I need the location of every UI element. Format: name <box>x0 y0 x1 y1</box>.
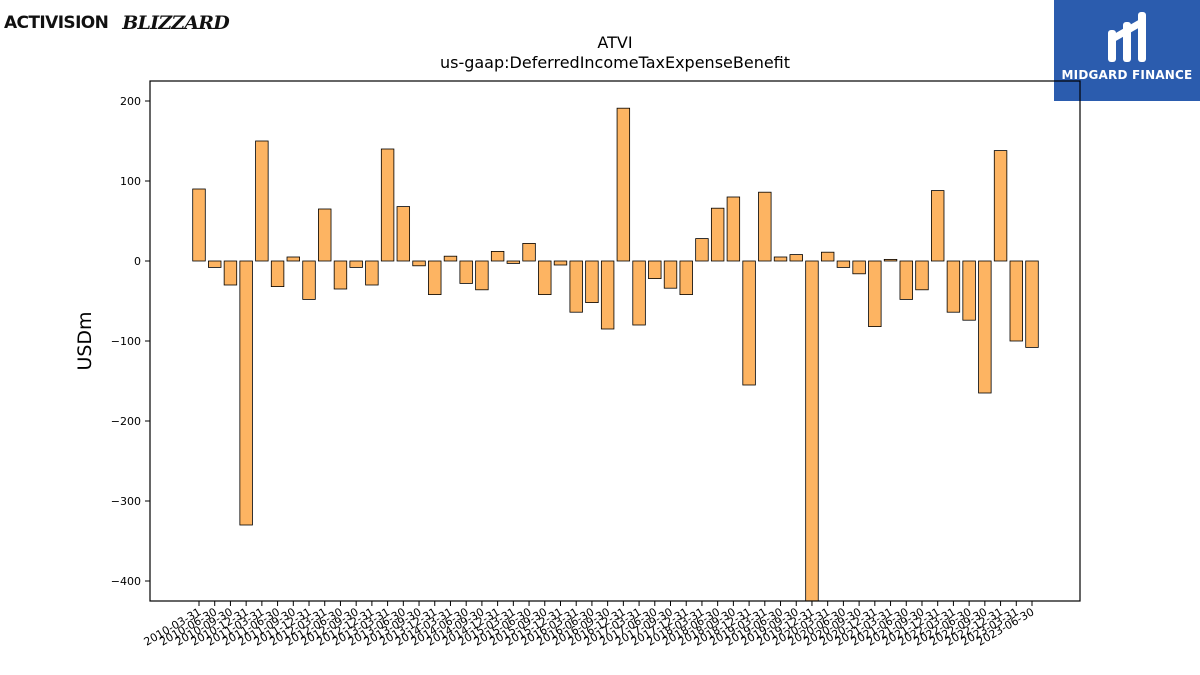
bar <box>459 260 473 284</box>
bar <box>538 260 552 295</box>
bar <box>883 258 898 262</box>
y-tick-label: −200 <box>111 415 141 428</box>
bar <box>302 260 316 300</box>
bar <box>805 260 819 602</box>
bar <box>742 260 756 386</box>
bar <box>475 260 489 291</box>
bar <box>412 260 426 267</box>
bar <box>632 260 646 326</box>
bar <box>286 256 300 262</box>
bar <box>726 196 741 262</box>
bar <box>915 260 929 291</box>
bar <box>208 260 222 268</box>
bar <box>852 260 866 275</box>
blizzard-wordmark: BLIZZARD <box>122 12 229 34</box>
y-tick-label: 100 <box>120 175 141 188</box>
bar-series <box>192 107 1039 602</box>
y-tick-label: −400 <box>111 575 141 588</box>
bar <box>365 260 379 286</box>
y-tick-label: 0 <box>134 255 141 268</box>
midgard-finance-wordmark: MIDGARD FINANCE <box>1061 68 1193 82</box>
bar <box>648 260 662 280</box>
bar <box>899 260 913 300</box>
bar <box>931 190 945 262</box>
bar <box>600 260 615 330</box>
bar <box>946 260 961 313</box>
bar <box>710 207 725 262</box>
bar <box>255 140 269 262</box>
bar <box>318 208 332 262</box>
bar <box>962 260 976 321</box>
bar <box>695 238 709 262</box>
bar <box>663 260 678 289</box>
bar <box>396 206 411 262</box>
y-axis: −400 −300 −200 −100 0 100 200 <box>111 95 150 588</box>
bar <box>993 150 1008 262</box>
bar <box>1009 260 1023 342</box>
bar <box>223 260 238 286</box>
bar <box>239 260 253 526</box>
bar <box>773 256 788 262</box>
bar <box>569 260 583 313</box>
midgard-monogram-icon <box>1108 12 1146 62</box>
bar <box>616 107 631 262</box>
bar <box>380 148 395 262</box>
bar <box>868 260 882 327</box>
bar <box>789 254 803 262</box>
bar <box>349 260 363 268</box>
bar <box>490 250 505 262</box>
chart-title: ATVI <box>597 33 632 52</box>
y-tick-label: −100 <box>111 335 141 348</box>
plot-frame <box>149 80 1081 602</box>
y-tick-label: 200 <box>120 95 141 108</box>
midgard-finance-logo: MIDGARD FINANCE <box>1054 0 1200 101</box>
bar <box>333 260 348 290</box>
bar <box>443 255 458 262</box>
bar <box>553 260 568 266</box>
bar <box>585 260 599 303</box>
bar <box>522 242 536 262</box>
activision-wordmark: ACTIVISION <box>4 13 109 33</box>
activision-blizzard-logo: ACTIVISION BLIZZARD <box>4 4 230 42</box>
bar <box>679 260 693 295</box>
y-axis-label: USDm <box>74 311 96 370</box>
bar <box>1025 260 1039 348</box>
bar <box>270 260 285 288</box>
bar <box>978 260 992 394</box>
bar <box>836 260 851 268</box>
y-tick-label: −300 <box>111 495 141 508</box>
bar <box>192 188 206 262</box>
bar <box>758 191 772 262</box>
bar <box>428 260 442 295</box>
bar <box>506 260 521 264</box>
chart-subtitle: us-gaap:DeferredIncomeTaxExpenseBenefit <box>440 53 790 72</box>
bar <box>820 251 835 262</box>
x-axis: 2010-03-312010-06-302010-09-302010-12-31… <box>142 601 1037 649</box>
